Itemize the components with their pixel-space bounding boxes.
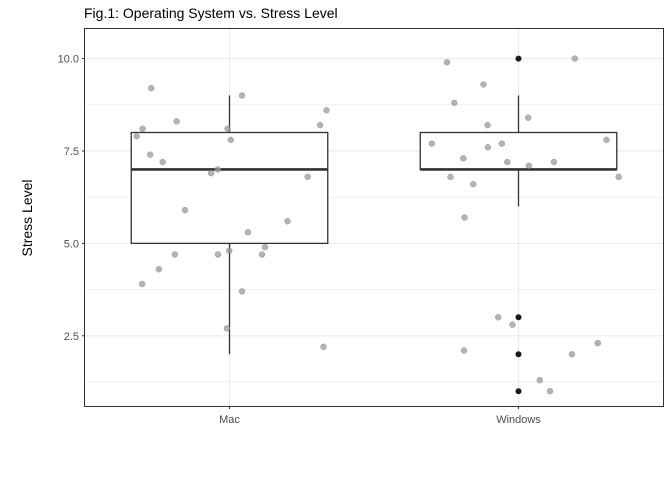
- jitter-point: [244, 229, 252, 236]
- jitter-point: [207, 169, 215, 177]
- jitter-point: [525, 162, 533, 170]
- jitter-point: [323, 107, 330, 114]
- jitter-point: [494, 314, 502, 321]
- data-points: [133, 55, 622, 395]
- jitter-point: [504, 158, 511, 166]
- jitter-point: [227, 136, 235, 144]
- jitter-point: [159, 158, 166, 166]
- outlier-point: [515, 351, 522, 358]
- jitter-point: [451, 99, 458, 107]
- jitter-point: [568, 351, 576, 358]
- jitter-point: [147, 84, 155, 92]
- jitter-point: [225, 247, 233, 255]
- jitter-point: [460, 155, 467, 162]
- jitter-point: [258, 251, 266, 258]
- outlier-point: [515, 314, 522, 321]
- jitter-point: [498, 140, 506, 147]
- x-tick-label: Windows: [496, 414, 541, 426]
- jitter-point: [484, 121, 491, 129]
- jitter-point: [484, 144, 492, 151]
- y-tick-label: 2.5: [64, 331, 79, 343]
- jitter-point: [536, 376, 543, 384]
- jitter-point: [316, 121, 324, 129]
- jitter-point: [155, 265, 163, 273]
- jitter-point: [214, 166, 222, 173]
- jitter-point: [603, 136, 610, 144]
- jitter-point: [320, 343, 327, 351]
- jitter-point: [509, 321, 516, 328]
- outlier-point: [515, 388, 522, 395]
- x-axis-ticks: Mac Windows: [219, 406, 541, 426]
- box-iqr: [419, 131, 618, 171]
- jitter-point: [524, 114, 532, 121]
- chart-title: Fig.1: Operating System vs. Stress Level: [84, 5, 338, 21]
- jitter-point: [171, 251, 179, 258]
- y-axis-label: Stress Level: [19, 179, 35, 256]
- jitter-point: [460, 347, 468, 354]
- jitter-point: [139, 125, 146, 133]
- jitter-point: [214, 251, 222, 258]
- jitter-point: [181, 206, 189, 214]
- y-tick-label: 10.0: [58, 54, 79, 66]
- jitter-point: [443, 59, 451, 66]
- jitter-point: [571, 55, 579, 62]
- jitter-point: [470, 180, 477, 188]
- outlier-point: [515, 55, 522, 62]
- jitter-point: [238, 92, 246, 99]
- jitter-point: [261, 243, 269, 251]
- x-tick-label: Mac: [219, 414, 240, 426]
- y-tick-label: 5.0: [64, 238, 79, 250]
- jitter-point: [224, 125, 231, 133]
- boxes: [130, 55, 618, 395]
- jitter-point: [133, 132, 140, 140]
- jitter-point: [304, 173, 311, 181]
- jitter-point: [428, 140, 436, 147]
- y-tick-label: 7.5: [64, 146, 79, 158]
- jitter-point: [146, 151, 154, 158]
- y-axis-ticks: 2.5 5.0 7.5 10.0: [58, 54, 85, 343]
- jitter-point: [480, 81, 487, 88]
- jitter-point: [284, 217, 291, 225]
- jitter-point: [223, 325, 231, 332]
- panel-border: [84, 28, 664, 407]
- jitter-point: [173, 118, 180, 125]
- jitter-point: [550, 158, 558, 166]
- jitter-point: [138, 280, 146, 288]
- jitter-point: [615, 173, 622, 181]
- jitter-point: [546, 387, 554, 395]
- box-iqr: [130, 131, 329, 245]
- jitter-point: [447, 173, 454, 181]
- jitter-point: [461, 214, 468, 221]
- jitter-point: [594, 339, 602, 347]
- jitter-point: [238, 288, 246, 295]
